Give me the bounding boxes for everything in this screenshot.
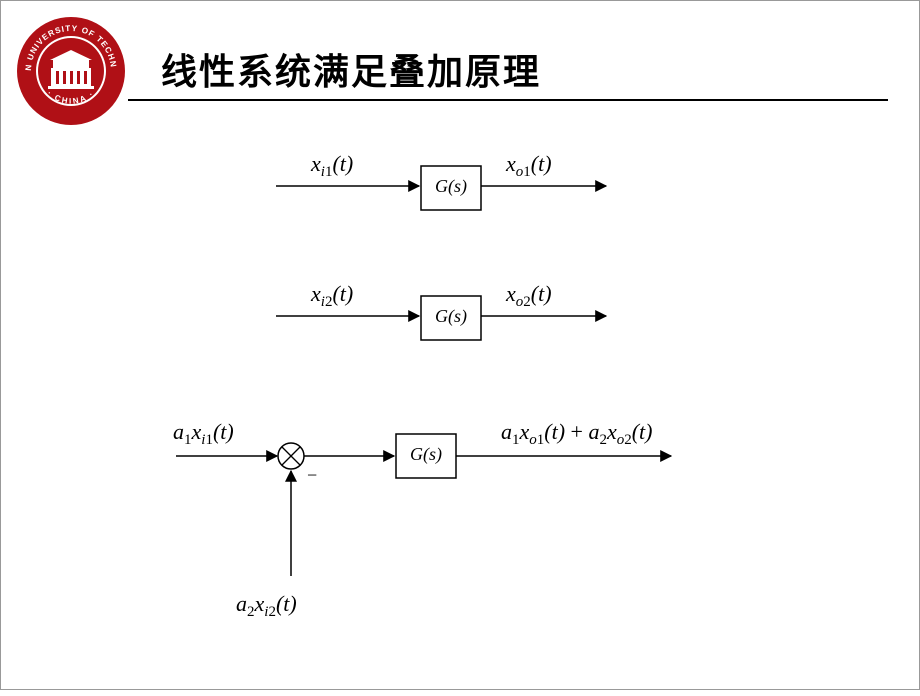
block-diagrams: G(s) xi1(t) xo1(t) G(s) xi2(t) bbox=[1, 131, 920, 691]
summing-junction bbox=[278, 443, 304, 469]
university-logo: TIANJIN UNIVERSITY OF TECHNOLOGY · CHINA… bbox=[16, 16, 126, 126]
block-label-1: G(s) bbox=[435, 176, 467, 197]
output-label-2: xo2(t) bbox=[505, 281, 552, 310]
diagram-area: G(s) xi1(t) xo1(t) G(s) xi2(t) bbox=[1, 131, 920, 691]
diagram-row-1: G(s) xi1(t) xo1(t) bbox=[276, 151, 606, 210]
input-label-2: xi2(t) bbox=[310, 281, 353, 310]
title-underline bbox=[128, 99, 888, 101]
block-label-3: G(s) bbox=[410, 444, 442, 465]
minus-sign: − bbox=[307, 465, 317, 485]
slide: TIANJIN UNIVERSITY OF TECHNOLOGY · CHINA… bbox=[0, 0, 920, 690]
output-label-3: a1xo1(t) + a2xo2(t) bbox=[501, 419, 652, 448]
output-label-1: xo1(t) bbox=[505, 151, 552, 180]
block-label-2: G(s) bbox=[435, 306, 467, 327]
input-label-1: xi1(t) bbox=[310, 151, 353, 180]
input-label-3-side: a2xi2(t) bbox=[236, 591, 297, 620]
diagram-row-3: G(s) − a1xi1(t) a1xo1(t) + a2xo2(t) bbox=[173, 419, 671, 620]
diagram-row-2: G(s) xi2(t) xo2(t) bbox=[276, 281, 606, 340]
slide-title: 线性系统满足叠加原理 bbox=[161, 43, 541, 95]
input-label-3-top: a1xi1(t) bbox=[173, 419, 234, 448]
